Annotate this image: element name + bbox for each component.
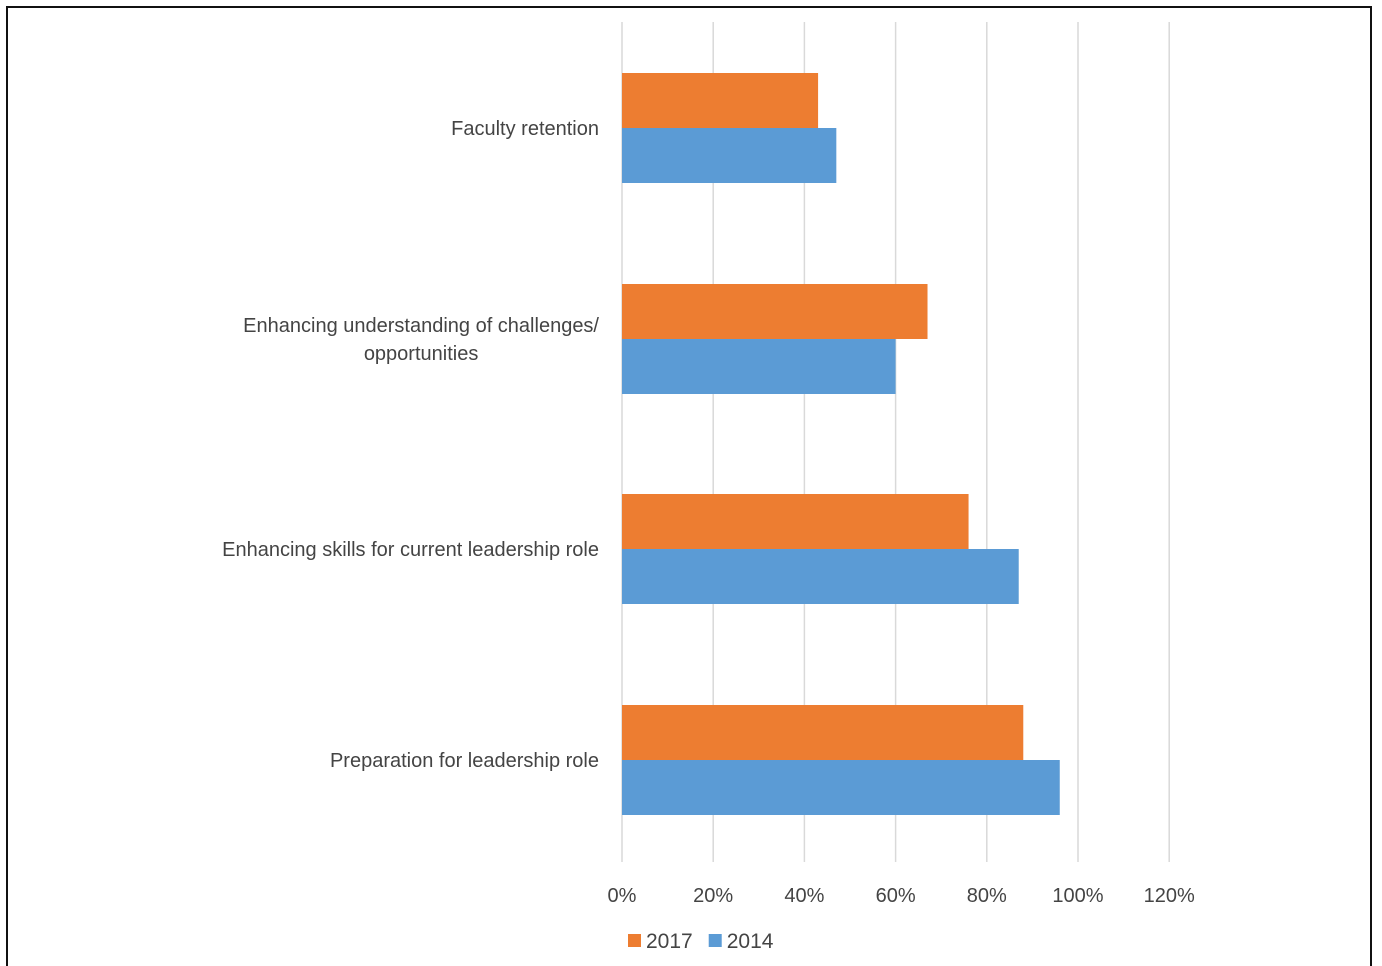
category-label-3: Enhancing skills for current leadership … bbox=[222, 539, 599, 561]
tick-label-120pct: 120% bbox=[1144, 885, 1195, 907]
category-label-line: opportunities bbox=[364, 343, 479, 365]
bar-2014-cat-3 bbox=[622, 549, 1019, 604]
bar-2014-cat-4 bbox=[622, 760, 1060, 815]
category-label-1: Faculty retention bbox=[451, 118, 599, 140]
category-label-line: Enhancing understanding of challenges/ bbox=[243, 315, 599, 337]
x-axis-tick-labels: 0% 20% 40% 60% 80% 100% 120% bbox=[608, 885, 1195, 907]
bar-2017-cat-4 bbox=[622, 705, 1024, 760]
legend-label-2017: 2017 bbox=[646, 930, 693, 953]
tick-label-0pct: 0% bbox=[608, 885, 637, 907]
tick-label-100pct: 100% bbox=[1052, 885, 1103, 907]
category-label-4: Preparation for leadership role bbox=[330, 750, 599, 772]
category-label-line: Enhancing skills for current leadership … bbox=[222, 539, 599, 561]
legend-swatch-2017 bbox=[628, 934, 641, 947]
bar-2017-cat-2 bbox=[622, 284, 928, 339]
category-label-line: Faculty retention bbox=[451, 118, 599, 140]
tick-label-80pct: 80% bbox=[967, 885, 1007, 907]
bar-2017-cat-1 bbox=[622, 73, 819, 128]
tick-label-20pct: 20% bbox=[693, 885, 733, 907]
legend-swatch-2014 bbox=[708, 934, 722, 947]
bar-2014-cat-2 bbox=[622, 339, 896, 394]
bar-2017-cat-3 bbox=[622, 494, 969, 549]
bar-2014-cat-1 bbox=[622, 128, 837, 183]
category-label-2: Enhancing understanding of challenges/op… bbox=[243, 315, 599, 365]
legend-label-2014: 2014 bbox=[727, 930, 774, 953]
category-label-line: Preparation for leadership role bbox=[330, 750, 599, 772]
legend: 2017 2014 bbox=[628, 930, 774, 953]
bars bbox=[622, 73, 1060, 815]
tick-label-40pct: 40% bbox=[784, 885, 824, 907]
category-labels: Faculty retention Enhancing understanding… bbox=[222, 118, 599, 772]
tick-label-60pct: 60% bbox=[876, 885, 916, 907]
